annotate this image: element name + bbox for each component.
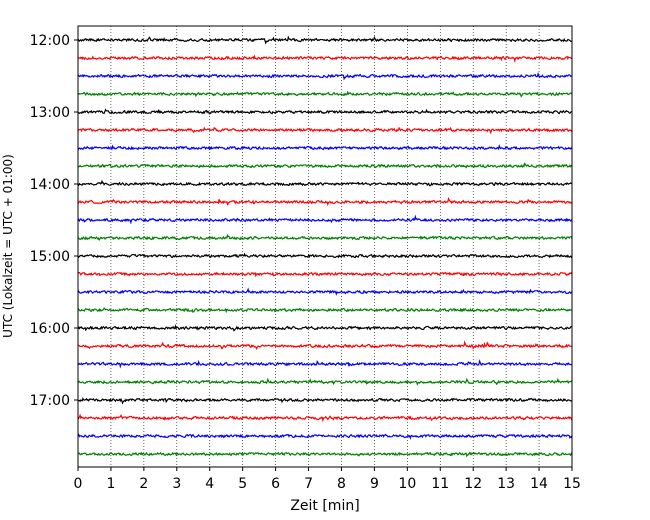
y-tick-label: 14:00 — [30, 177, 70, 193]
trace-1215 — [77, 54, 573, 64]
y-tick-label: 12:00 — [30, 33, 70, 49]
x-tick-label: 1 — [106, 476, 115, 492]
trace-1330 — [77, 143, 573, 151]
trace-1645 — [77, 377, 573, 386]
trace-1415 — [77, 196, 573, 206]
x-tick-label: 8 — [337, 476, 346, 492]
plot-frame — [77, 25, 573, 468]
x-tick-label: 13 — [497, 476, 515, 492]
trace-1730 — [77, 433, 573, 440]
trace-1545 — [77, 307, 573, 314]
y-axis-label: UTC (Lokalzeit = UTC + 01:00) — [1, 154, 15, 338]
y-tick-label: 15:00 — [30, 249, 70, 265]
x-tick-label: 14 — [530, 476, 548, 492]
trace-1230 — [77, 71, 573, 81]
x-tick-label: 3 — [172, 476, 181, 492]
trace-1630 — [77, 359, 573, 369]
trace-1745 — [77, 451, 573, 458]
x-tick-label: 9 — [370, 476, 379, 492]
trace-1300 — [77, 108, 573, 115]
x-tick-label: 5 — [238, 476, 247, 492]
trace-1315 — [77, 126, 573, 135]
x-tick-label: 10 — [398, 476, 416, 492]
trace-1530 — [77, 287, 573, 296]
x-tick-label: 0 — [74, 476, 83, 492]
x-tick-label: 7 — [304, 476, 313, 492]
trace-1200 — [77, 35, 573, 45]
trace-1515 — [77, 271, 573, 278]
trace-1345 — [77, 162, 573, 169]
x-axis-ticks: 0 1 2 3 4 5 6 7 8 9 10 11 12 13 14 15 — [74, 467, 581, 492]
trace-1245 — [77, 90, 573, 98]
trace-1445 — [77, 233, 573, 242]
x-tick-label: 11 — [431, 476, 449, 492]
y-tick-label: 17:00 — [30, 393, 70, 409]
y-tick-label: 13:00 — [30, 105, 70, 121]
trace-1400 — [77, 179, 573, 187]
x-axis-label: Zeit [min] — [290, 498, 359, 514]
x-tick-label: 12 — [464, 476, 482, 492]
y-tick-label: 16:00 — [30, 321, 70, 337]
x-tick-label: 4 — [205, 476, 214, 492]
trace-1600 — [77, 324, 573, 332]
trace-1700 — [77, 396, 573, 405]
trace-1715 — [77, 413, 573, 423]
traces — [77, 35, 573, 458]
trace-1615 — [77, 340, 573, 351]
trace-1430 — [77, 214, 573, 225]
x-tick-label: 2 — [139, 476, 148, 492]
x-tick-label: 15 — [563, 476, 581, 492]
y-axis-ticks: 12:00 13:00 14:00 15:00 16:00 17:00 — [30, 33, 78, 409]
x-tick-label: 6 — [271, 476, 280, 492]
trace-1500 — [77, 252, 573, 259]
